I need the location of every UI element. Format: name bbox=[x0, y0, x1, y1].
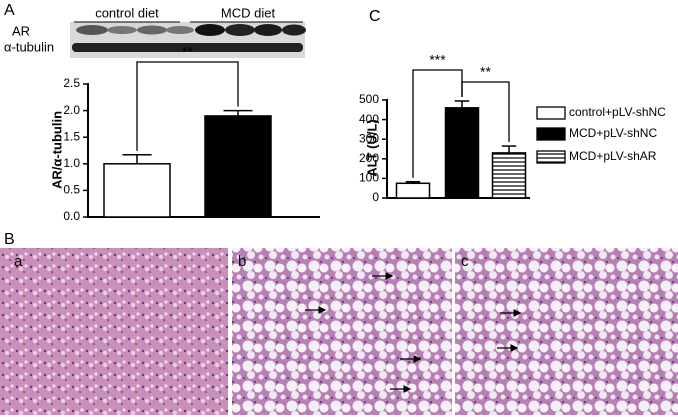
micrograph bbox=[0, 248, 228, 415]
y-tick-label: 0.0 bbox=[63, 209, 80, 223]
panel-label: A bbox=[4, 2, 15, 19]
micrograph bbox=[455, 248, 678, 415]
image-label: c bbox=[461, 253, 469, 270]
y-tick-label: 200 bbox=[359, 151, 379, 165]
y-tick-label: 0.5 bbox=[63, 183, 80, 197]
micrograph bbox=[232, 248, 452, 415]
arrows bbox=[305, 272, 522, 393]
y-tick-label: 500 bbox=[359, 92, 379, 106]
y-tick-label: 1.5 bbox=[63, 129, 80, 143]
legend-label: MCD+pLV-shNC bbox=[569, 126, 657, 140]
significance-label: ** bbox=[182, 44, 193, 60]
y-axis-label: ALT (U/L) bbox=[364, 119, 379, 177]
blot-group: MCD diet bbox=[221, 5, 276, 20]
legend-swatch bbox=[536, 127, 566, 141]
y-tick-label: 0 bbox=[372, 190, 379, 204]
significance-bracket bbox=[461, 81, 510, 143]
image-label: a bbox=[14, 253, 23, 270]
blot-row: α-tubulin bbox=[4, 39, 54, 54]
y-axis-label: AR/α-tubulin bbox=[49, 111, 64, 189]
y-tick-label: 400 bbox=[359, 112, 379, 126]
image-label: b bbox=[238, 253, 246, 270]
significance-bracket bbox=[136, 61, 239, 151]
significance-label: *** bbox=[429, 52, 446, 68]
blot-group: control diet bbox=[95, 5, 159, 20]
panel-label: C bbox=[369, 8, 381, 25]
y-tick-label: 2.0 bbox=[63, 103, 80, 117]
legend-label: MCD+pLV-shAR bbox=[569, 149, 657, 163]
y-tick-label: 1.0 bbox=[63, 156, 80, 170]
legend-swatch bbox=[536, 106, 566, 120]
legend-swatch bbox=[536, 150, 566, 164]
y-tick-label: 300 bbox=[359, 131, 379, 145]
blot-bands bbox=[72, 24, 306, 52]
bar bbox=[444, 107, 480, 199]
bar bbox=[491, 152, 527, 199]
panel-label: B bbox=[4, 231, 15, 248]
blot-row: AR bbox=[12, 23, 30, 38]
y-tick-label: 100 bbox=[359, 171, 379, 185]
bar bbox=[204, 115, 272, 218]
legend-label: control+pLV-shNC bbox=[569, 105, 666, 119]
bar bbox=[103, 163, 171, 218]
bar bbox=[395, 182, 431, 199]
y-tick-label: 2.5 bbox=[63, 76, 80, 90]
significance-label: ** bbox=[480, 64, 491, 80]
